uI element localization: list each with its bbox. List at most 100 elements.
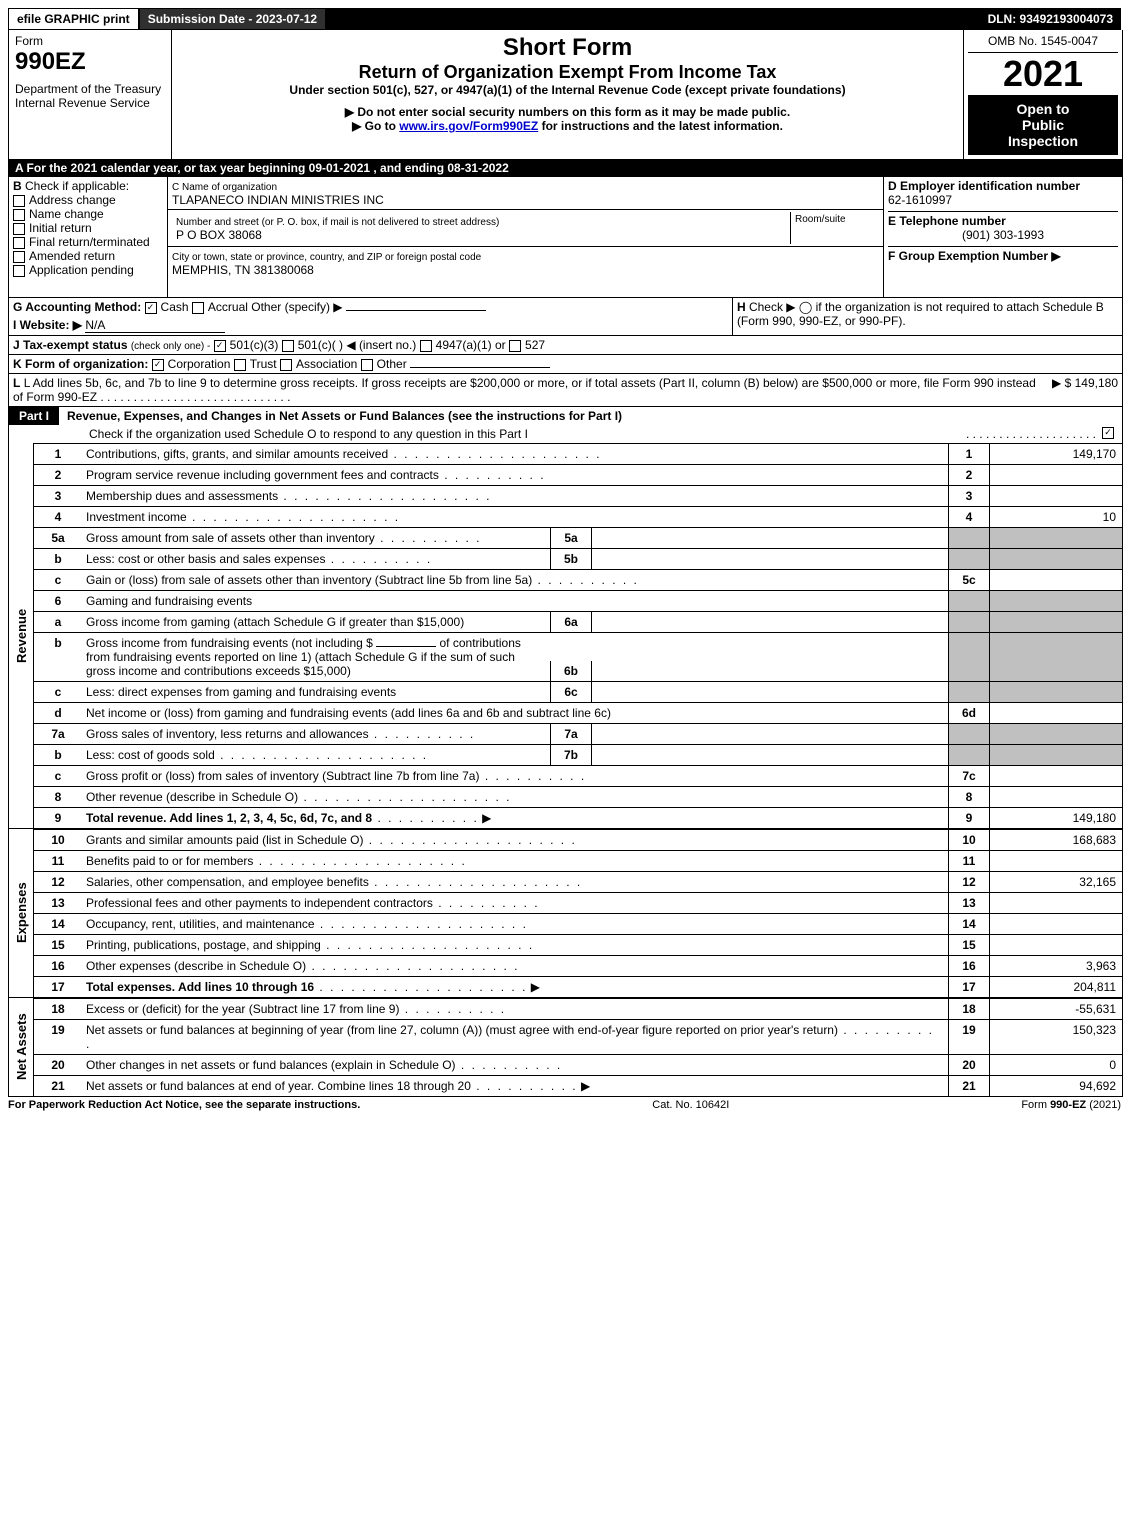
- d-label: D Employer identification number: [888, 179, 1080, 193]
- k-label: K Form of organization:: [13, 357, 148, 371]
- ln7c-box: 7c: [948, 766, 989, 786]
- c-label: C Name of organization: [172, 182, 277, 193]
- f-label: F Group Exemption Number ▶: [888, 249, 1061, 263]
- ln5b-mid: 5b: [550, 549, 592, 569]
- chk-name-change[interactable]: [13, 209, 25, 221]
- telephone: (901) 303-1993: [888, 228, 1118, 242]
- ln16-no: 16: [34, 956, 82, 976]
- opt-final-return: Final return/terminated: [29, 235, 150, 249]
- short-form-title: Short Form: [176, 34, 959, 62]
- ln16-amt: 3,963: [989, 956, 1122, 976]
- inspection-box: Open to Public Inspection: [968, 95, 1118, 155]
- ln1-box: 1: [948, 444, 989, 464]
- ln5b-desc: Less: cost or other basis and sales expe…: [86, 552, 325, 566]
- org-city: MEMPHIS, TN 381380068: [172, 263, 314, 277]
- room-suite-label: Room/suite: [791, 212, 880, 244]
- ln6b-blank[interactable]: [376, 646, 436, 647]
- chk-527[interactable]: [509, 340, 521, 352]
- e-label: E Telephone number: [888, 214, 1006, 228]
- chk-amended-return[interactable]: [13, 251, 25, 263]
- chk-assoc[interactable]: [280, 359, 292, 371]
- ln13-desc: Professional fees and other payments to …: [86, 896, 433, 910]
- chk-cash[interactable]: ✓: [145, 302, 157, 314]
- ln6a-no: a: [34, 612, 82, 632]
- ln8-desc: Other revenue (describe in Schedule O): [86, 790, 298, 804]
- return-title: Return of Organization Exempt From Incom…: [176, 62, 959, 83]
- ln17-amt: 204,811: [989, 977, 1122, 997]
- ln15-amt: [989, 935, 1122, 955]
- ln12-no: 12: [34, 872, 82, 892]
- part1-label: Part I: [9, 407, 59, 425]
- opt-cash: Cash: [161, 300, 189, 314]
- chk-initial-return[interactable]: [13, 223, 25, 235]
- efile-print-button[interactable]: efile GRAPHIC print: [8, 8, 139, 30]
- ln10-desc: Grants and similar amounts paid (list in…: [86, 833, 363, 847]
- part1-title: Revenue, Expenses, and Changes in Net As…: [59, 409, 1122, 423]
- chk-schedule-o[interactable]: ✓: [1102, 427, 1114, 439]
- inspection-l2: Public: [972, 117, 1114, 133]
- ln2-desc: Program service revenue including govern…: [86, 468, 439, 482]
- ln7a-desc: Gross sales of inventory, less returns a…: [86, 727, 369, 741]
- ln5c-box: 5c: [948, 570, 989, 590]
- ln21-desc: Net assets or fund balances at end of ye…: [86, 1079, 471, 1093]
- ein: 62-1610997: [888, 193, 952, 207]
- ln20-no: 20: [34, 1055, 82, 1075]
- org-street: P O BOX 38068: [176, 228, 262, 242]
- ln5a-desc: Gross amount from sale of assets other t…: [86, 531, 375, 545]
- goto-suffix: for instructions and the latest informat…: [542, 119, 783, 133]
- ln15-no: 15: [34, 935, 82, 955]
- goto-prefix: ▶ Go to: [352, 119, 399, 133]
- netassets-vert-label: Net Assets: [9, 997, 34, 1096]
- opt-address-change: Address change: [29, 193, 116, 207]
- chk-corp[interactable]: ✓: [152, 359, 164, 371]
- ln12-desc: Salaries, other compensation, and employ…: [86, 875, 369, 889]
- chk-final-return[interactable]: [13, 237, 25, 249]
- chk-address-change[interactable]: [13, 195, 25, 207]
- part1-check-line: Check if the organization used Schedule …: [89, 427, 966, 441]
- other-org-input[interactable]: [410, 367, 550, 368]
- ln11-no: 11: [34, 851, 82, 871]
- ln7c-no: c: [34, 766, 82, 786]
- ln3-no: 3: [34, 486, 82, 506]
- irs-link[interactable]: www.irs.gov/Form990EZ: [399, 119, 538, 133]
- ln5b-no: b: [34, 549, 82, 569]
- opt-corp: Corporation: [168, 357, 231, 371]
- ln7b-no: b: [34, 745, 82, 765]
- omb-number: OMB No. 1545-0047: [968, 34, 1118, 53]
- ln14-amt: [989, 914, 1122, 934]
- ln7a-no: 7a: [34, 724, 82, 744]
- ln9-desc: Total revenue. Add lines 1, 2, 3, 4, 5c,…: [86, 811, 372, 825]
- ln13-no: 13: [34, 893, 82, 913]
- chk-trust[interactable]: [234, 359, 246, 371]
- chk-other[interactable]: [361, 359, 373, 371]
- ln17-arrow: ▶: [531, 980, 540, 994]
- ln21-box: 21: [948, 1076, 989, 1096]
- b-check-label: Check if applicable:: [25, 179, 129, 193]
- ln8-amt: [989, 787, 1122, 807]
- chk-501c3[interactable]: ✓: [214, 340, 226, 352]
- chk-accrual[interactable]: [192, 302, 204, 314]
- subtitle: Under section 501(c), 527, or 4947(a)(1)…: [176, 83, 959, 97]
- ln6d-box: 6d: [948, 703, 989, 723]
- ln4-desc: Investment income: [86, 510, 187, 524]
- ln21-arrow: ▶: [581, 1079, 590, 1093]
- ln3-box: 3: [948, 486, 989, 506]
- chk-application-pending[interactable]: [13, 265, 25, 277]
- ln12-amt: 32,165: [989, 872, 1122, 892]
- ln7a-mid: 7a: [550, 724, 592, 744]
- ln14-no: 14: [34, 914, 82, 934]
- ln13-box: 13: [948, 893, 989, 913]
- ln11-desc: Benefits paid to or for members: [86, 854, 253, 868]
- ln5c-desc: Gain or (loss) from sale of assets other…: [86, 573, 532, 587]
- ln17-desc: Total expenses. Add lines 10 through 16: [86, 980, 314, 994]
- opt-accrual: Accrual: [208, 300, 248, 314]
- ln5a-no: 5a: [34, 528, 82, 548]
- ln6d-amt: [989, 703, 1122, 723]
- expenses-vert-label: Expenses: [9, 828, 34, 997]
- chk-501c[interactable]: [282, 340, 294, 352]
- opt-amended-return: Amended return: [29, 249, 115, 263]
- street-label: Number and street (or P. O. box, if mail…: [176, 217, 499, 228]
- chk-4947[interactable]: [420, 340, 432, 352]
- form-id-block: Form 990EZ Department of the Treasury In…: [9, 30, 172, 159]
- other-specify-input[interactable]: [346, 310, 486, 311]
